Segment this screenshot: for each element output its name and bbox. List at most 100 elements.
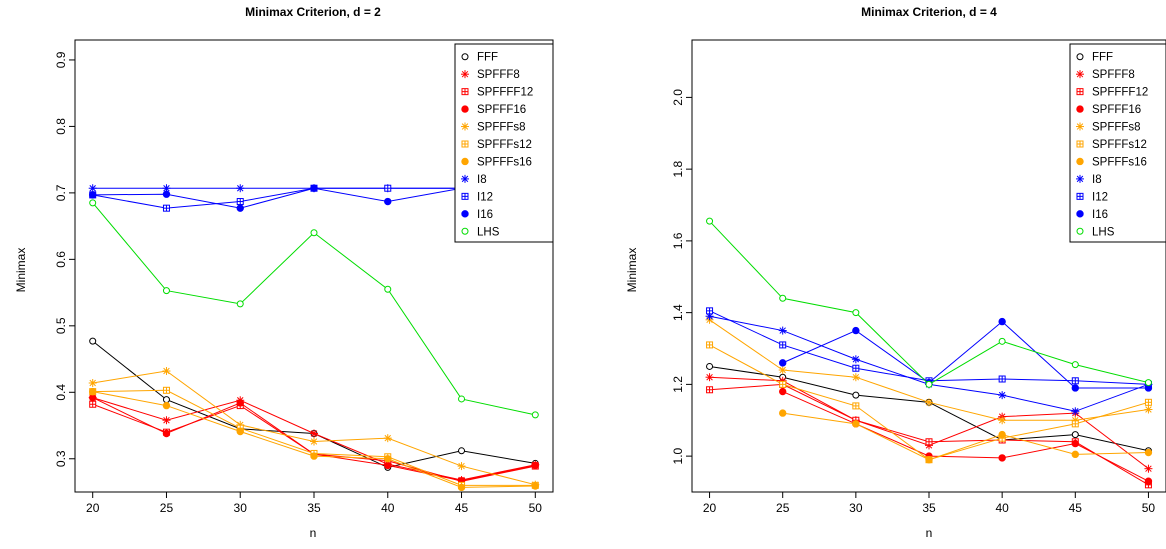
- chart-title: Minimax Criterion, d = 2: [245, 5, 381, 19]
- data-point: [458, 395, 466, 403]
- chart-panel-d4: Minimax Criterion, d = 4 n Minimax 20 25 3…: [625, 5, 1166, 540]
- y-tick-label: 1.8: [671, 160, 685, 177]
- data-point: [236, 399, 244, 407]
- data-point: [1144, 398, 1152, 406]
- data-point: [383, 434, 392, 443]
- series-line: [709, 310, 1149, 385]
- x-tick-label: 20: [703, 501, 717, 515]
- legend-item: SPFFFs12: [1076, 139, 1147, 151]
- data-point: [925, 438, 933, 446]
- data-point: [89, 393, 97, 402]
- x-tick-label: 45: [1069, 501, 1083, 515]
- y-tick-label: 1.4: [671, 304, 685, 321]
- legend-item: SPFFFs16: [1076, 156, 1147, 168]
- x-tick-label: 25: [776, 501, 790, 515]
- data-point: [1071, 431, 1079, 439]
- legend-symbol: [461, 174, 469, 183]
- y-tick-label: 2.0: [671, 89, 685, 106]
- data-point: [852, 364, 860, 372]
- legend-symbol: [1076, 70, 1084, 79]
- legend-label: I16: [1092, 209, 1108, 221]
- y-tick-label: 0.5: [54, 317, 68, 334]
- legend-symbol: [461, 122, 469, 131]
- data-point: [851, 373, 860, 382]
- legend-label: SPFFF16: [477, 104, 526, 116]
- data-point: [384, 197, 392, 206]
- legend-symbol: [1076, 53, 1084, 61]
- legend-item: SPFFF16: [1076, 104, 1141, 116]
- legend-label: I8: [1092, 174, 1102, 186]
- x-axis-label: n: [926, 526, 933, 540]
- data-point: [1071, 450, 1079, 459]
- legend-symbol: [461, 192, 469, 200]
- data-point: [1144, 464, 1153, 473]
- series-line: [782, 412, 1149, 461]
- legend-item: I12: [1076, 191, 1108, 203]
- data-point: [998, 317, 1006, 326]
- data-point: [998, 337, 1006, 345]
- data-point: [162, 190, 171, 198]
- x-tick-label: 50: [529, 501, 543, 515]
- series-LHS: [706, 217, 1152, 388]
- data-point: [706, 307, 714, 315]
- legend-symbol: [1076, 105, 1084, 113]
- legend-item: I12: [461, 191, 493, 203]
- legend-symbol: [461, 105, 469, 113]
- data-point: [1144, 448, 1153, 457]
- data-point: [779, 387, 787, 396]
- legend-symbol: [461, 70, 469, 79]
- y-tick-label: 0.7: [54, 184, 68, 201]
- data-point: [310, 452, 318, 460]
- legend-item: SPFFFF12: [1076, 87, 1148, 99]
- legend-symbol: [1076, 122, 1084, 131]
- legend-item: FFF: [1076, 52, 1113, 64]
- data-point: [779, 409, 787, 417]
- legend-label: FFF: [1092, 52, 1113, 64]
- legend-box: [454, 43, 554, 243]
- x-tick-label: 50: [1142, 501, 1156, 515]
- data-point: [89, 387, 97, 396]
- data-point: [925, 380, 933, 388]
- data-point: [236, 184, 245, 193]
- data-point: [162, 287, 170, 295]
- data-point: [384, 455, 392, 463]
- legend-label: SPFFFs8: [1092, 122, 1141, 134]
- legend-symbol: [1076, 210, 1084, 218]
- data-point: [531, 461, 539, 470]
- data-point: [706, 362, 714, 370]
- legend-label: I8: [477, 174, 487, 186]
- data-point: [162, 429, 171, 438]
- legend-item: LHS: [461, 226, 500, 238]
- legend-symbol: [461, 227, 469, 235]
- data-point: [706, 386, 714, 394]
- legend-label: SPFFFs12: [477, 139, 532, 151]
- legend-label: SPFFFs8: [477, 122, 526, 134]
- data-point: [89, 199, 97, 207]
- data-point: [998, 430, 1006, 439]
- series-line: [709, 315, 1149, 412]
- y-axis-label: Minimax: [14, 248, 28, 293]
- data-point: [852, 326, 860, 335]
- data-point: [162, 396, 170, 404]
- data-point: [998, 375, 1006, 383]
- x-tick-label: 30: [849, 501, 863, 515]
- y-tick-label: 1.0: [671, 447, 685, 464]
- data-point: [778, 326, 787, 335]
- data-point: [162, 367, 171, 376]
- y-tick-label: 0.3: [54, 450, 68, 467]
- y-tick-label: 0.8: [54, 118, 68, 135]
- data-point: [310, 437, 318, 446]
- legend-item: SPFFFs8: [461, 122, 526, 134]
- legend-label: FFF: [477, 52, 498, 64]
- chart-panel-d2: Minimax Criterion, d = 2 n Minimax 20 25 3…: [14, 5, 554, 540]
- legend-label: SPFFFs16: [477, 156, 532, 168]
- series-SPFFF16: [779, 387, 1153, 485]
- legend-item: FFF: [461, 52, 498, 64]
- x-tick-label: 45: [455, 501, 469, 515]
- data-point: [384, 461, 392, 470]
- data-point: [236, 198, 244, 206]
- data-point: [1071, 361, 1079, 369]
- y-tick-label: 0.9: [54, 51, 68, 68]
- data-point: [925, 398, 933, 407]
- data-point: [162, 204, 170, 212]
